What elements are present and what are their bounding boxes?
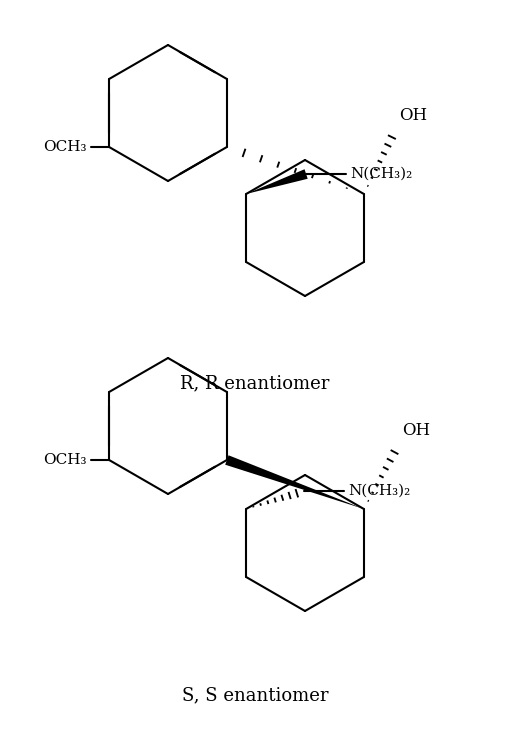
Text: N(CH₃)₂: N(CH₃)₂ (348, 484, 410, 498)
Text: R, R enantiomer: R, R enantiomer (180, 374, 330, 392)
Text: OH: OH (399, 107, 427, 124)
Polygon shape (225, 455, 364, 509)
Text: N(CH₃)₂: N(CH₃)₂ (350, 167, 412, 181)
Polygon shape (246, 169, 308, 194)
Text: S, S enantiomer: S, S enantiomer (182, 686, 328, 704)
Text: OCH₃: OCH₃ (44, 140, 87, 154)
Text: OCH₃: OCH₃ (44, 453, 87, 467)
Text: OH: OH (402, 422, 430, 439)
